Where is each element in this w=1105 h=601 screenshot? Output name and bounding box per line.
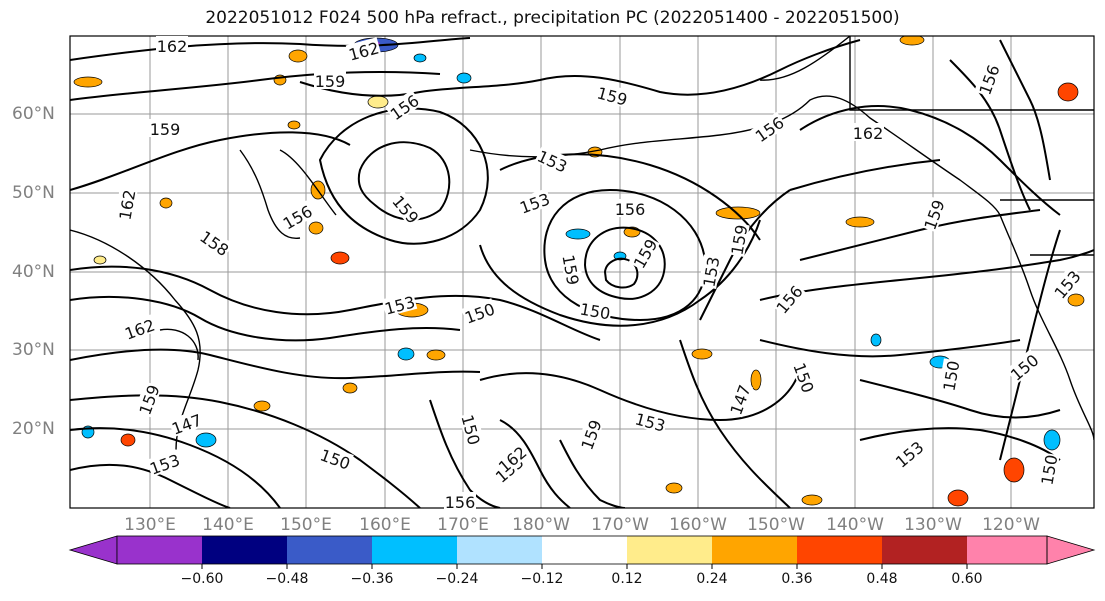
lon-label: 120°W xyxy=(982,515,1040,535)
contour-label-background xyxy=(381,291,418,317)
contour-label-background xyxy=(314,71,346,89)
colorbar xyxy=(68,535,1096,569)
contour-label-background xyxy=(317,444,354,473)
contour-label-background xyxy=(750,111,788,145)
contour-label-background xyxy=(852,123,884,141)
contour-label-background xyxy=(534,145,572,176)
colorbar-segment xyxy=(967,536,1047,564)
colorbar-segment xyxy=(712,536,797,564)
lon-label: 140°W xyxy=(826,515,884,535)
colorbar-segment xyxy=(542,536,627,564)
contour-label-background xyxy=(196,225,234,259)
contour-label-background xyxy=(278,200,316,233)
contour-label: 159 xyxy=(315,72,346,91)
contour-label-background xyxy=(1005,349,1042,384)
lon-label: 130°E xyxy=(124,515,176,535)
colorbar-segment xyxy=(287,536,372,564)
contour-label-background xyxy=(146,449,183,478)
contour-label-background xyxy=(149,119,181,137)
contour-label-background xyxy=(726,222,750,257)
contour-label-background xyxy=(698,254,722,289)
colorbar-segment xyxy=(882,536,967,564)
contour-label-background xyxy=(389,190,424,227)
contour-label: 162 xyxy=(157,37,188,56)
lon-label: 160°E xyxy=(359,515,411,535)
colorbar-tick-label: 0.36 xyxy=(781,571,813,587)
contour-label-background xyxy=(725,381,754,418)
colorbar-tick-label: 0.24 xyxy=(696,571,728,587)
contour-label-background xyxy=(628,234,661,272)
contour-label: 159 xyxy=(150,120,181,139)
lon-label: 140°E xyxy=(202,515,254,535)
contour-label-background xyxy=(345,37,382,63)
lat-label: 20°N xyxy=(12,419,55,439)
contour-label-background xyxy=(156,36,188,54)
lon-label: 160°W xyxy=(669,515,727,535)
colorbar-segment xyxy=(117,536,202,564)
lat-label: 30°N xyxy=(12,340,55,360)
contour-label: 156 xyxy=(615,200,646,219)
contour-label-background xyxy=(121,314,158,343)
contour-label-background xyxy=(168,409,205,438)
colorbar-tick-label: −0.24 xyxy=(435,571,479,587)
lon-label: 150°W xyxy=(747,515,805,535)
contour-label-background xyxy=(134,381,163,418)
colorbar-tick-label: −0.12 xyxy=(520,571,564,587)
colorbar-tick-label: 0.12 xyxy=(611,571,643,587)
colorbar-segment xyxy=(627,536,712,564)
contour-label-background xyxy=(493,441,530,476)
colorbar-tick-label: −0.36 xyxy=(350,571,394,587)
contour-label-background xyxy=(461,298,498,327)
lon-label: 170°E xyxy=(437,515,489,535)
lon-label: 170°W xyxy=(591,515,649,535)
contour-label-background xyxy=(578,298,613,322)
colorbar-tick-label: 0.60 xyxy=(951,571,983,587)
contour-label-background xyxy=(114,187,138,222)
lon-label: 130°W xyxy=(904,515,962,535)
contour-label: 162 xyxy=(853,124,884,143)
colorbar-tick-label: 0.48 xyxy=(866,571,898,587)
contour-label-background xyxy=(576,416,605,453)
contour-label-background xyxy=(459,411,485,448)
contour-label-background xyxy=(974,61,1003,98)
colorbar-segment xyxy=(457,536,542,564)
contour-label-background xyxy=(890,436,927,471)
lon-label: 180°W xyxy=(512,515,570,535)
map-title: 2022051012 F024 500 hPa refract., precip… xyxy=(205,8,900,28)
contour-label-background xyxy=(919,196,948,233)
lon-label: 150°E xyxy=(280,515,332,535)
colorbar-segment xyxy=(797,536,882,564)
contour-label-background xyxy=(790,359,819,396)
colorbar-tick-label: −0.48 xyxy=(265,571,309,587)
lat-label: 60°N xyxy=(12,104,55,124)
contour-label-background xyxy=(444,492,476,510)
contour-label-background xyxy=(1036,452,1060,487)
contour-label-background xyxy=(385,89,423,123)
contour-label-background xyxy=(1049,265,1084,302)
coastlines xyxy=(70,36,1094,451)
contour-label-background xyxy=(560,252,584,287)
contour-label-background xyxy=(632,408,669,434)
contour-label-background xyxy=(771,280,806,317)
contour-label-background xyxy=(614,199,646,217)
colorbar-segment xyxy=(202,536,287,564)
lat-label: 50°N xyxy=(12,183,55,203)
contour-label-background xyxy=(594,82,631,108)
contour-label: 156 xyxy=(445,493,476,512)
colorbar-segment xyxy=(372,536,457,564)
colorbar-tick-label: −0.60 xyxy=(180,571,224,587)
refractivity-contours xyxy=(70,37,1094,508)
precipitation-patches xyxy=(73,36,1085,507)
colorbar-low-extension xyxy=(68,535,118,565)
contour-label-background xyxy=(938,358,962,393)
lat-label: 40°N xyxy=(12,262,55,282)
colorbar-high-extension xyxy=(1046,535,1096,565)
contour-label-background xyxy=(516,188,553,217)
